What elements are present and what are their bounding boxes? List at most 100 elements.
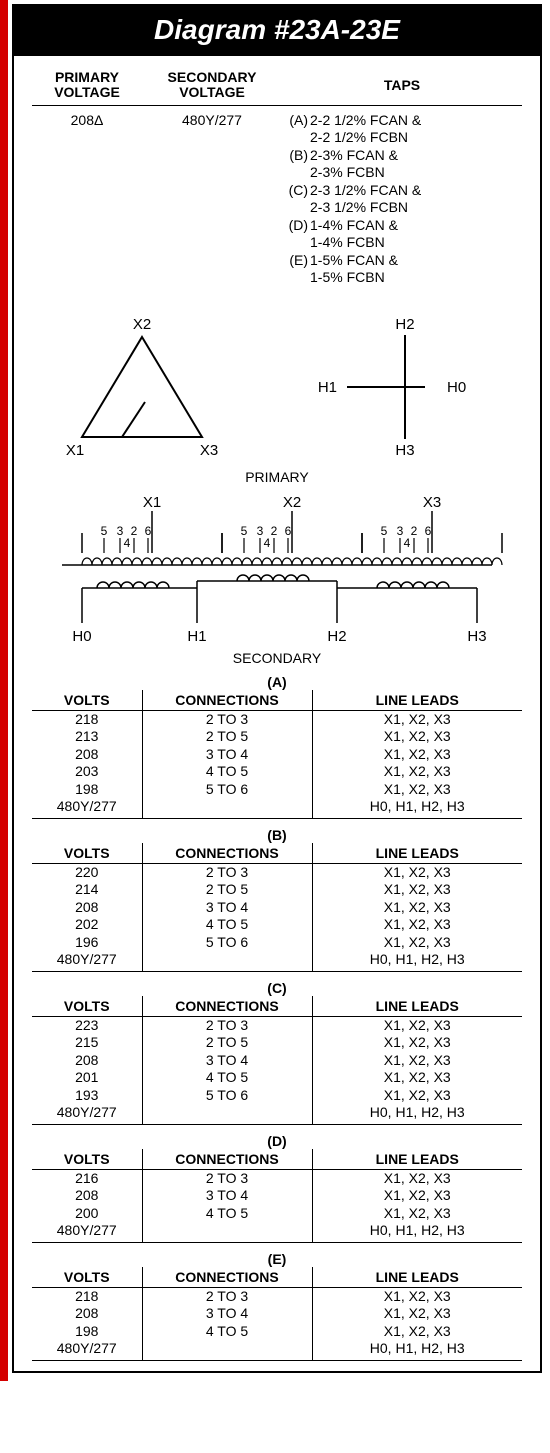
svg-text:3: 3 — [117, 524, 124, 538]
table-row: 480Y/277 H0, H1, H2, H3 — [32, 1104, 522, 1124]
svg-text:5: 5 — [241, 524, 248, 538]
table-row: 1965 TO 6X1, X2, X3 — [32, 934, 522, 952]
page-outer: Diagram #23A-23E PRIMARYVOLTAGE SECONDAR… — [0, 0, 550, 1381]
cell-connections: 4 TO 5 — [142, 763, 312, 781]
cell-volts: 215 — [32, 1034, 142, 1052]
th-connections: CONNECTIONS — [142, 843, 312, 864]
cell-connections: 2 TO 3 — [142, 1169, 312, 1187]
th-lineleads: LINE LEADS — [312, 1267, 522, 1288]
table-row: 2232 TO 3X1, X2, X3 — [32, 1016, 522, 1034]
cell-connections: 2 TO 5 — [142, 728, 312, 746]
th-volts: VOLTS — [32, 690, 142, 711]
cell-lineleads: H0, H1, H2, H3 — [312, 798, 522, 818]
tap-line2: 2-3 1/2% FCBN — [282, 199, 522, 217]
table-label: (C) — [32, 980, 522, 996]
svg-text:4: 4 — [264, 536, 271, 550]
spec-body-row: 208Δ 480Y/277 (A)2-2 1/2% FCAN &2-2 1/2%… — [32, 106, 522, 287]
cell-connections — [142, 798, 312, 818]
table-row: 1985 TO 6X1, X2, X3 — [32, 781, 522, 799]
cell-volts: 208 — [32, 1052, 142, 1070]
tap-label: (E) — [282, 252, 310, 270]
svg-text:H1: H1 — [187, 628, 206, 645]
cell-connections: 2 TO 5 — [142, 881, 312, 899]
svg-text:2: 2 — [271, 524, 278, 538]
spec-header-taps: TAPS — [282, 70, 522, 101]
cell-connections: 5 TO 6 — [142, 781, 312, 799]
connection-tables: (A)VOLTSCONNECTIONSLINE LEADS2182 TO 3X1… — [32, 674, 522, 1361]
cell-connections: 3 TO 4 — [142, 1187, 312, 1205]
cell-lineleads: X1, X2, X3 — [312, 1305, 522, 1323]
svg-text:H2: H2 — [327, 628, 346, 645]
svg-text:X3: X3 — [423, 494, 441, 511]
table-row: 2083 TO 4X1, X2, X3 — [32, 1305, 522, 1323]
table-row: 480Y/277 H0, H1, H2, H3 — [32, 1340, 522, 1360]
cell-connections — [142, 1340, 312, 1360]
svg-text:5: 5 — [101, 524, 108, 538]
cell-connections: 4 TO 5 — [142, 1069, 312, 1087]
cell-connections: 2 TO 3 — [142, 1287, 312, 1305]
tap-label: (C) — [282, 182, 310, 200]
cell-connections: 4 TO 5 — [142, 1323, 312, 1341]
table-row: 2014 TO 5X1, X2, X3 — [32, 1069, 522, 1087]
cell-volts: 214 — [32, 881, 142, 899]
table-row: 480Y/277H0, H1, H2, H3 — [32, 798, 522, 818]
svg-text:3: 3 — [257, 524, 264, 538]
cell-volts: 198 — [32, 781, 142, 799]
table-row: 2202 TO 3X1, X2, X3 — [32, 863, 522, 881]
tap-line2: 2-3% FCBN — [282, 164, 522, 182]
table-row: 2083 TO 4X1, X2, X3 — [32, 1052, 522, 1070]
cell-connections: 2 TO 5 — [142, 1034, 312, 1052]
cell-volts: 480Y/277 — [32, 1340, 142, 1360]
tap-line1: 2-2 1/2% FCAN & — [310, 112, 522, 130]
svg-text:H0: H0 — [72, 628, 91, 645]
cell-lineleads: H0, H1, H2, H3 — [312, 1104, 522, 1124]
cell-volts: 202 — [32, 916, 142, 934]
cell-lineleads: X1, X2, X3 — [312, 1287, 522, 1305]
cell-volts: 480Y/277 — [32, 1222, 142, 1242]
table-row: 1935 TO 6X1, X2, X3 — [32, 1087, 522, 1105]
page-frame: Diagram #23A-23E PRIMARYVOLTAGE SECONDAR… — [12, 4, 542, 1373]
connection-table: VOLTSCONNECTIONSLINE LEADS2182 TO 3X1, X… — [32, 1267, 522, 1360]
cell-connections: 3 TO 4 — [142, 746, 312, 764]
cell-connections: 4 TO 5 — [142, 916, 312, 934]
taps-list: (A)2-2 1/2% FCAN &2-2 1/2% FCBN(B)2-3% F… — [282, 112, 522, 287]
cell-connections: 5 TO 6 — [142, 934, 312, 952]
delta-wye-diagram: X2 X1 X3 H1 H2 H3 H0 — [32, 307, 522, 467]
cell-lineleads: X1, X2, X3 — [312, 1323, 522, 1341]
svg-text:5: 5 — [381, 524, 388, 538]
cell-volts: 200 — [32, 1205, 142, 1223]
cell-lineleads: H0, H1, H2, H3 — [312, 1340, 522, 1360]
cell-connections: 2 TO 3 — [142, 1016, 312, 1034]
svg-text:H2: H2 — [395, 316, 414, 333]
svg-text:X1: X1 — [66, 442, 84, 459]
page-title: Diagram #23A-23E — [14, 6, 540, 56]
cell-volts: 193 — [32, 1087, 142, 1105]
cell-connections: 3 TO 4 — [142, 1052, 312, 1070]
cell-volts: 220 — [32, 863, 142, 881]
cell-lineleads: X1, X2, X3 — [312, 916, 522, 934]
table-row: 2182 TO 3X1, X2, X3 — [32, 1287, 522, 1305]
table-row: 2083 TO 4X1, X2, X3 — [32, 746, 522, 764]
cell-lineleads: X1, X2, X3 — [312, 934, 522, 952]
svg-text:H0: H0 — [447, 379, 466, 396]
cell-connections — [142, 951, 312, 971]
svg-text:H3: H3 — [467, 628, 486, 645]
cell-connections: 3 TO 4 — [142, 899, 312, 917]
connection-table: VOLTSCONNECTIONSLINE LEADS2182 TO 3X1, X… — [32, 690, 522, 818]
cell-lineleads: X1, X2, X3 — [312, 763, 522, 781]
table-row: 480Y/277H0, H1, H2, H3 — [32, 951, 522, 971]
cell-lineleads: X1, X2, X3 — [312, 1205, 522, 1223]
tap-line1: 1-4% FCAN & — [310, 217, 522, 235]
primary-voltage-value: 208Δ — [32, 112, 142, 287]
connection-table: VOLTSCONNECTIONSLINE LEADS2162 TO 3X1, X… — [32, 1149, 522, 1242]
table-row: 2132 TO 5X1, X2, X3 — [32, 728, 522, 746]
cell-connections: 2 TO 3 — [142, 710, 312, 728]
tap-line2: 2-2 1/2% FCBN — [282, 129, 522, 147]
svg-text:X1: X1 — [143, 494, 161, 511]
cell-volts: 480Y/277 — [32, 1104, 142, 1124]
th-volts: VOLTS — [32, 1267, 142, 1288]
cell-volts: 196 — [32, 934, 142, 952]
cell-volts: 480Y/277 — [32, 951, 142, 971]
table-label: (E) — [32, 1251, 522, 1267]
page-content: PRIMARYVOLTAGE SECONDARYVOLTAGE TAPS 208… — [14, 56, 540, 1371]
